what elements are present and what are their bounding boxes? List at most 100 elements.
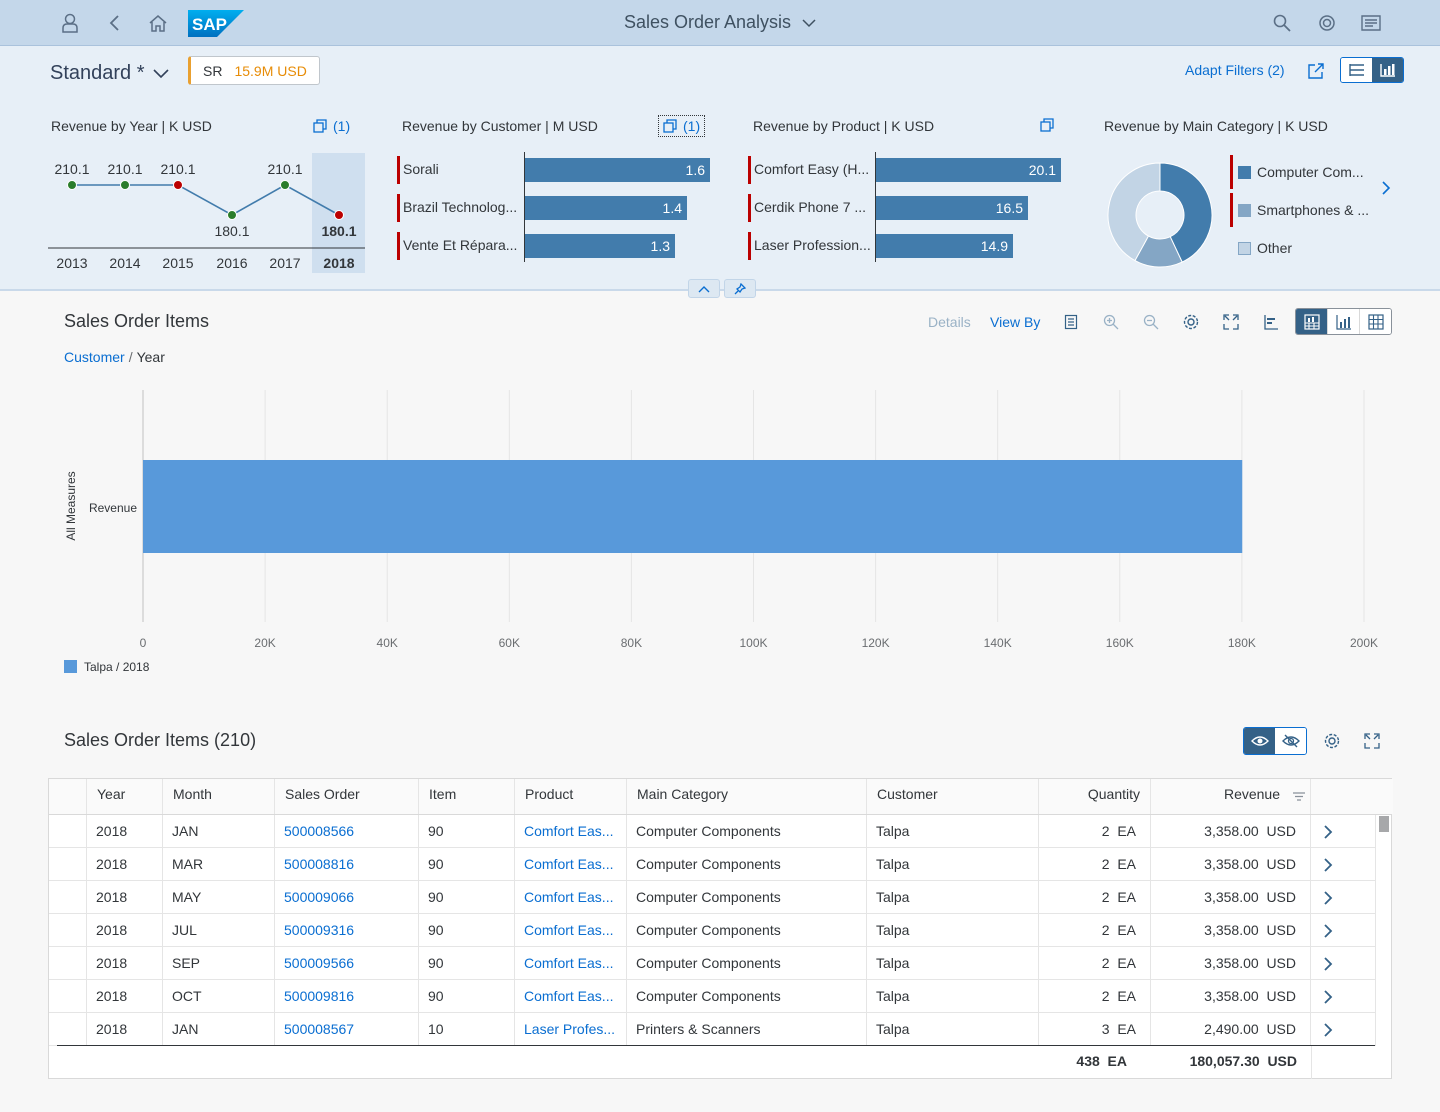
column-header-revenue[interactable]: Revenue xyxy=(1151,779,1311,814)
chevron-right-icon[interactable] xyxy=(1323,989,1333,1004)
table-settings-icon[interactable] xyxy=(1321,730,1343,752)
column-header-sales-order[interactable]: Sales Order xyxy=(275,779,419,814)
list-view-icon[interactable] xyxy=(1341,58,1372,82)
notifications-icon[interactable] xyxy=(1356,8,1386,38)
customer-category-label[interactable]: Brazil Technolog... xyxy=(403,199,518,215)
card-filter-link-product[interactable] xyxy=(1040,118,1054,132)
row-selector[interactable] xyxy=(49,881,87,914)
sap-logo[interactable]: SAP xyxy=(188,10,244,37)
product-category-label[interactable]: Comfort Easy (H... xyxy=(754,161,870,177)
cell-product[interactable]: Comfort Eas... xyxy=(515,881,627,914)
show-hide-toggle[interactable] xyxy=(1243,727,1307,755)
fullscreen-icon[interactable] xyxy=(1220,311,1242,333)
product-bar[interactable]: 14.9 xyxy=(876,234,1013,258)
legend-item[interactable]: Computer Com... xyxy=(1238,164,1364,180)
legend-item[interactable]: Other xyxy=(1238,240,1292,256)
product-bar[interactable]: 16.5 xyxy=(876,196,1028,220)
pin-header-button[interactable] xyxy=(724,279,756,298)
search-icon[interactable] xyxy=(1267,8,1297,38)
breadcrumb-link-customer[interactable]: Customer xyxy=(64,349,125,365)
column-header-month[interactable]: Month xyxy=(163,779,275,814)
customer-bar[interactable]: 1.4 xyxy=(525,196,687,220)
product-bar[interactable]: 20.1 xyxy=(876,158,1061,182)
vertical-scrollbar[interactable] xyxy=(1375,815,1391,1046)
table-row[interactable]: 2018 JAN 500008567 10 Laser Profes... Printer… xyxy=(49,1013,1375,1046)
chevron-right-icon[interactable] xyxy=(1323,1022,1333,1037)
cell-product[interactable]: Comfort Eas... xyxy=(515,980,627,1013)
scrollbar-thumb[interactable] xyxy=(1379,816,1389,832)
table-row[interactable]: 2018 SEP 500009566 90 Comfort Eas... Computer… xyxy=(49,947,1375,980)
column-header-quantity[interactable]: Quantity xyxy=(1039,779,1151,814)
adapt-filters-button[interactable]: Adapt Filters (2) xyxy=(1185,62,1285,78)
row-selector[interactable] xyxy=(49,980,87,1013)
table-row[interactable]: 2018 MAR 500008816 90 Comfort Eas... Computer… xyxy=(49,848,1375,881)
cell-product[interactable]: Comfort Eas... xyxy=(515,815,627,848)
chevron-right-icon[interactable] xyxy=(1323,956,1333,971)
copilot-icon[interactable] xyxy=(1312,8,1342,38)
row-selector[interactable] xyxy=(49,1013,87,1046)
chart-view-icon[interactable] xyxy=(1372,58,1403,82)
share-icon[interactable] xyxy=(1303,58,1329,84)
back-icon[interactable] xyxy=(100,8,130,38)
card-filter-link-customer[interactable]: (1) xyxy=(658,115,706,137)
chevron-right-icon[interactable] xyxy=(1380,180,1392,196)
column-header-year[interactable]: Year xyxy=(87,779,163,814)
revenue-by-main-category-donut[interactable] xyxy=(1105,160,1215,270)
table-row[interactable]: 2018 JAN 500008566 90 Comfort Eas... Computer… xyxy=(49,815,1375,848)
cell-product[interactable]: Comfort Eas... xyxy=(515,848,627,881)
filter-chip-sr[interactable]: SR 15.9M USD xyxy=(188,56,320,85)
eye-icon[interactable] xyxy=(1244,728,1275,754)
zoom-out-icon[interactable] xyxy=(1140,311,1162,333)
customer-category-label[interactable]: Vente Et Répara... xyxy=(403,237,518,253)
variant-selector[interactable]: Standard * xyxy=(50,62,169,85)
eye-hide-icon[interactable] xyxy=(1275,728,1306,754)
cell-order[interactable]: 500008816 xyxy=(275,848,419,881)
row-navigation[interactable] xyxy=(1311,815,1375,848)
product-category-label[interactable]: Laser Profession... xyxy=(754,237,870,253)
row-navigation[interactable] xyxy=(1311,848,1375,881)
column-header-customer[interactable]: Customer xyxy=(867,779,1039,814)
settings-icon[interactable] xyxy=(1180,311,1202,333)
row-selector[interactable] xyxy=(49,947,87,980)
legend-icon[interactable] xyxy=(1060,311,1082,333)
cell-order[interactable]: 500009316 xyxy=(275,914,419,947)
sales-order-items-chart[interactable]: 0 20K 40K 60K 80K 100K 120K 140K 160K 180K 200K Rev… xyxy=(55,380,1395,685)
details-button[interactable]: Details xyxy=(928,314,971,330)
legend-item[interactable]: Smartphones & ... xyxy=(1238,202,1369,218)
chevron-right-icon[interactable] xyxy=(1323,824,1333,839)
row-selector[interactable] xyxy=(49,848,87,881)
customer-category-label[interactable]: Sorali xyxy=(403,161,439,177)
cell-product[interactable]: Comfort Eas... xyxy=(515,914,627,947)
home-icon[interactable] xyxy=(143,8,173,38)
user-icon[interactable] xyxy=(55,8,85,38)
app-title[interactable]: Sales Order Analysis xyxy=(600,12,840,33)
row-navigation[interactable] xyxy=(1311,1013,1375,1046)
row-navigation[interactable] xyxy=(1311,980,1375,1013)
chart-table-toggle[interactable] xyxy=(1295,308,1392,335)
chevron-right-icon[interactable] xyxy=(1323,890,1333,905)
product-category-label[interactable]: Cerdik Phone 7 ... xyxy=(754,199,867,215)
customer-bar[interactable]: 1.3 xyxy=(525,234,675,258)
card-filter-link-year[interactable]: (1) xyxy=(313,118,350,134)
customer-bar[interactable]: 1.6 xyxy=(525,158,710,182)
cell-product[interactable]: Laser Profes... xyxy=(515,1013,627,1046)
chevron-right-icon[interactable] xyxy=(1323,857,1333,872)
revenue-by-year-chart[interactable]: 210.1 2013 210.1 2014 210.1 2015 180.1 2016 210.… xyxy=(45,150,370,275)
view-by-button[interactable]: View By xyxy=(990,314,1041,330)
cell-product[interactable]: Comfort Eas... xyxy=(515,947,627,980)
chart-only-icon[interactable] xyxy=(1327,309,1359,334)
chart-and-table-icon[interactable] xyxy=(1296,309,1327,334)
cell-order[interactable]: 500009816 xyxy=(275,980,419,1013)
cell-order[interactable]: 500008566 xyxy=(275,815,419,848)
cell-order[interactable]: 500009566 xyxy=(275,947,419,980)
row-navigation[interactable] xyxy=(1311,914,1375,947)
select-all-header[interactable] xyxy=(49,779,87,814)
table-fullscreen-icon[interactable] xyxy=(1361,730,1383,752)
cell-order[interactable]: 500008567 xyxy=(275,1013,419,1046)
cell-order[interactable]: 500009066 xyxy=(275,881,419,914)
column-header-product[interactable]: Product xyxy=(515,779,627,814)
zoom-in-icon[interactable] xyxy=(1100,311,1122,333)
row-navigation[interactable] xyxy=(1311,947,1375,980)
column-header-main-category[interactable]: Main Category xyxy=(627,779,867,814)
chevron-right-icon[interactable] xyxy=(1323,923,1333,938)
